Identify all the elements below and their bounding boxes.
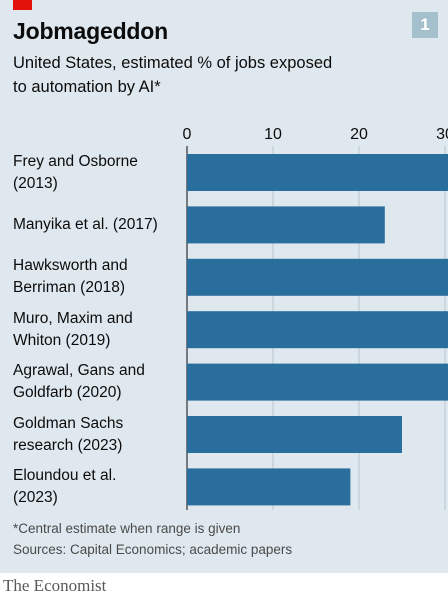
category-label-line: research (2023) — [13, 435, 183, 457]
x-tick-label: 20 — [350, 126, 368, 143]
sources-note: Sources: Capital Economics; academic pap… — [13, 541, 292, 559]
category-label-line: Agrawal, Gans and — [13, 360, 183, 382]
category-label-line: Berriman (2018) — [13, 277, 183, 299]
bar — [187, 416, 402, 453]
category-label: Manyika et al. (2017) — [13, 214, 183, 236]
category-label: Goldman Sachs research (2023) — [13, 413, 183, 457]
bar — [187, 259, 448, 296]
category-label: Hawksworth and Berriman (2018) — [13, 255, 183, 299]
category-label-line: Whiton (2019) — [13, 330, 183, 352]
chart-panel: 1 Jobmageddon United States, estimated %… — [0, 0, 448, 573]
x-tick-label: 10 — [264, 126, 282, 143]
category-label-line: (2013) — [13, 173, 183, 195]
footnote: *Central estimate when range is given — [13, 520, 240, 538]
category-label-line: Frey and Osborne — [13, 151, 183, 173]
x-tick-label: 0 — [183, 126, 192, 143]
bar — [187, 468, 350, 505]
x-tick-label: 30 — [436, 126, 448, 143]
category-label-line: Goldman Sachs — [13, 413, 183, 435]
category-label-line: Manyika et al. (2017) — [13, 214, 183, 236]
category-label-line: Hawksworth and — [13, 255, 183, 277]
bar — [187, 364, 448, 401]
bar — [187, 311, 448, 348]
category-label-line: Goldfarb (2020) — [13, 382, 183, 404]
category-label-line: Muro, Maxim and — [13, 308, 183, 330]
category-label-line: Eloundou et al. — [13, 465, 183, 487]
category-label: Muro, Maxim and Whiton (2019) — [13, 308, 183, 352]
category-label: Eloundou et al. (2023) — [13, 465, 183, 509]
category-label: Frey and Osborne (2013) — [13, 151, 183, 195]
bar — [187, 206, 385, 243]
brand-logo: The Economist — [3, 576, 106, 596]
category-label-line: (2023) — [13, 487, 183, 509]
category-label: Agrawal, Gans and Goldfarb (2020) — [13, 360, 183, 404]
bar — [187, 154, 448, 191]
